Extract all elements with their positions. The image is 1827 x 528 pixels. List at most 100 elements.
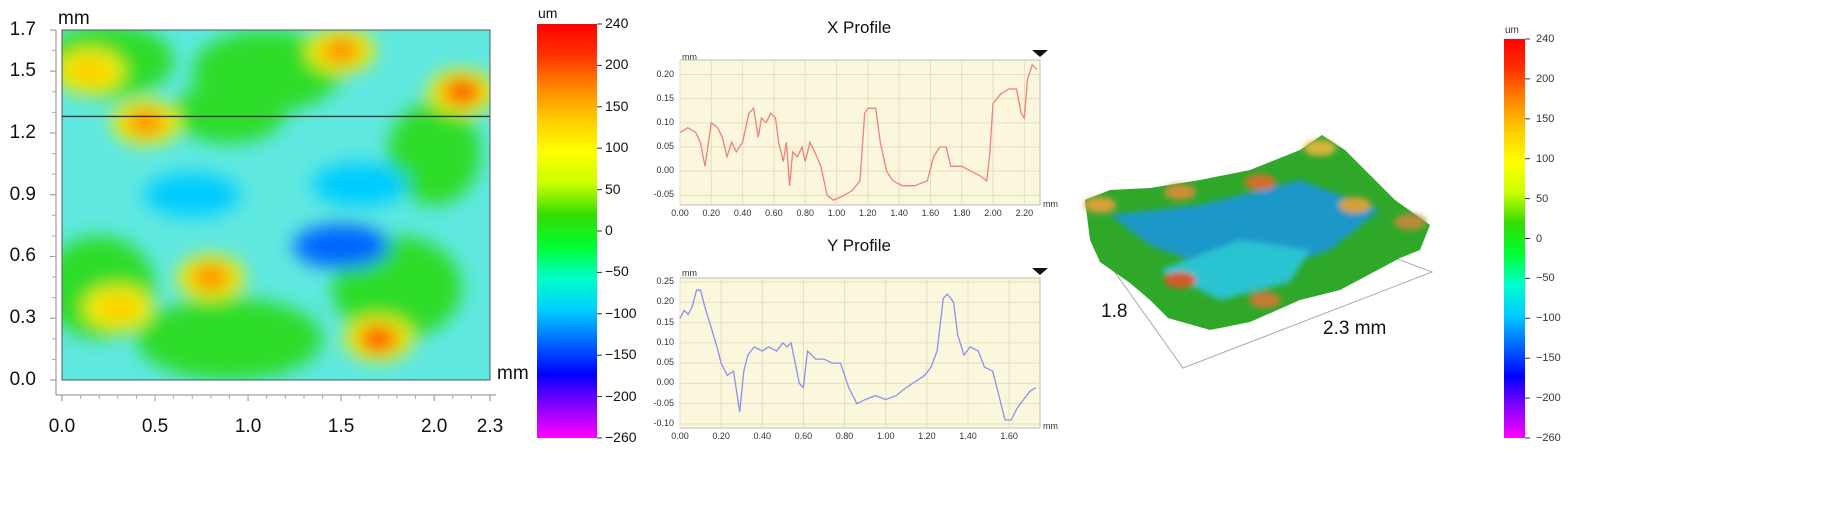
profile-y-tick-label: 0.00 [656,377,674,388]
y-profile-y-unit: mm [682,268,697,278]
profile-x-tick-label: 1.60 [921,208,940,218]
profile-cursor-marker [1032,268,1048,275]
profile-x-tick-label: 0.40 [733,208,752,218]
green-region [173,81,286,144]
profile-y-tick-label: 0.10 [656,336,674,347]
x-profile-x-unit: mm [1043,199,1058,209]
profile-y-tick-label: 0.20 [656,68,674,79]
cold-region [311,162,408,207]
surface-peak [1394,214,1426,230]
colorbar-tick-label: 0 [605,222,613,238]
colorbar-tick-label: 200 [1536,72,1555,85]
colorbar-tick-label: −200 [1536,392,1561,405]
profile-x-tick-label: 0.80 [796,208,814,218]
profile-x-tick-label: 0.00 [671,431,689,441]
profile-x-tick-label: 1.40 [959,431,977,441]
profile-x-tick-label: 2.00 [984,208,1002,218]
colorbar-tick-label: −150 [605,346,637,363]
map-y-tick-label: 0.9 [9,183,36,205]
map-y-tick-label: 0.0 [9,369,36,390]
green-region [387,102,481,205]
profile-y-tick-label: -0.05 [653,189,674,200]
profile-y-tick-label: 0.05 [656,357,674,368]
profile-x-tick-label: 1.80 [952,208,971,218]
map-frame [61,29,491,381]
colorbar-tick-label: −150 [1536,352,1561,365]
profile-x-tick-label: 0.20 [702,208,721,218]
surface-width-label: 2.3 mm [1323,318,1387,339]
hot-region [321,37,362,64]
hot-region [190,264,231,291]
hot-region [442,78,483,105]
colorbar-tick-label: −50 [605,263,629,280]
surface-peak [1339,197,1371,213]
profile-x-tick-label: 1.00 [827,208,846,218]
profile-y-tick-label: 0.05 [656,141,674,151]
colorbar-tick-label: 240 [1536,33,1555,45]
map-x-tick-label: 1.0 [234,416,262,437]
colorbar-tick-label: 0 [1536,232,1543,245]
profile-y-tick-label: 0.20 [656,296,674,307]
profile-x-tick-label: 0.00 [671,208,689,218]
profile-y-tick-label: -0.10 [653,417,674,428]
map-x-tick-label: 2.0 [420,416,448,437]
x-profile-y-unit: mm [682,52,697,62]
surface-depth-label: 1.8 [1101,301,1128,322]
profile-x-tick-label: 1.20 [859,208,877,218]
colorbar-tick-label: 200 [605,56,629,73]
surface-peak [1164,184,1196,200]
colorbar-rect [537,24,597,438]
colorbar-tick-label: −50 [1536,272,1555,285]
colorbar-tick-label: 150 [1536,112,1555,125]
profile-series-line [679,63,1038,201]
surface-peak [1084,197,1116,213]
map-x-unit: mm [497,363,529,384]
profile-x-tick-label: 0.80 [835,431,854,441]
surface-peak [1249,292,1281,308]
surface-peak [1244,174,1276,190]
colorbar-unit: um [538,5,558,21]
profile-series-line [679,289,1037,421]
profile-x-tick-label: 1.40 [890,208,908,218]
map-y-tick-label: 1.7 [9,19,36,40]
map-x-tick-label: 0.0 [48,416,76,437]
colorbar-tick-label: 100 [1536,152,1555,165]
colorbar-tick-label: 100 [605,139,629,156]
colorbar-tick-label: 50 [1536,192,1549,205]
map-x-tick-label: 1.5 [327,416,355,437]
colorbar-tick-label: −260 [605,429,637,445]
profile-y-tick-label: -0.05 [653,397,674,408]
colorbar-tick-label: 50 [605,180,621,197]
colorbar-tick-label: −200 [605,387,637,404]
surface-peak [1164,272,1196,288]
profile-y-tick-label: 0.00 [656,165,674,176]
profile-x-tick-label: 0.60 [765,208,783,218]
map-y-unit: mm [58,8,90,29]
green-region [136,297,323,380]
colorbar-tick-label: −260 [1536,432,1561,444]
profile-y-tick-label: 0.25 [656,276,674,287]
y-profile-x-unit: mm [1043,421,1058,431]
map-y-tick-label: 0.3 [9,307,36,329]
colorbar-tick-label: −100 [605,304,637,321]
cold-region [293,224,390,269]
profile-x-tick-label: 0.60 [794,431,813,441]
map-y-tick-label: 0.6 [9,245,36,267]
colorbar-right-unit: um [1505,25,1519,36]
hot-region [69,58,110,85]
map-x-tick-label: 2.3 [476,416,504,437]
colorbar-tick-label: −100 [1536,312,1561,325]
profile-y-tick-label: 0.10 [656,116,674,127]
hot-region [358,325,399,352]
profile-x-tick-label: 2.20 [1015,208,1034,218]
surface-cyan-valley [1160,240,1310,300]
map-y-tick-label: 1.2 [9,121,36,143]
profile-cursor-marker [1032,50,1048,57]
y-profile-title: Y Profile [827,236,891,255]
surface-peak [1304,140,1336,156]
